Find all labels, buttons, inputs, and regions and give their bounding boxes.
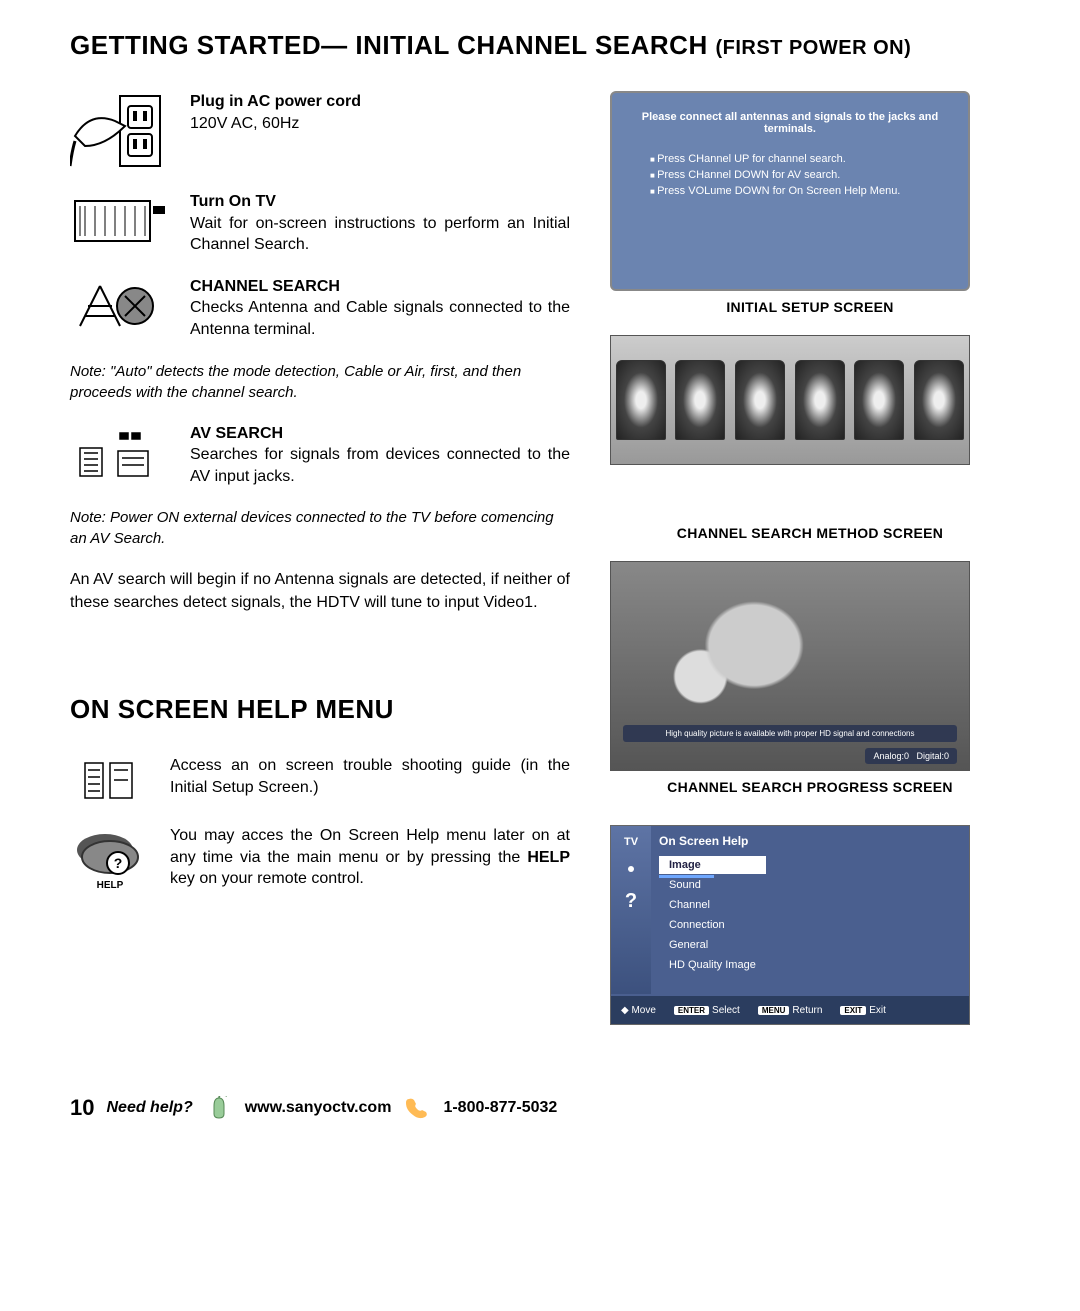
panel-osh: TV ? On Screen Help Image Sound Channel …	[610, 825, 1010, 1025]
footer-url: www.sanyoctv.com	[245, 1099, 392, 1117]
method-screen	[610, 335, 970, 465]
title-sub: (FIRST POWER ON)	[715, 37, 911, 59]
help2-bold: HELP	[527, 849, 570, 866]
footer-phone: 1-800-877-5032	[443, 1099, 557, 1117]
osh-side-q: ?	[625, 890, 637, 913]
osh-menu-sound: Sound	[659, 876, 766, 894]
initial-headline: Please connect all antennas and signals …	[630, 111, 950, 135]
method-caption: CHANNEL SEARCH METHOD SCREEN	[610, 525, 1010, 541]
av-icon	[70, 423, 170, 483]
section-help-title: ON SCREEN HELP MENU	[70, 694, 570, 725]
help2-text: You may acces the On Screen Help menu la…	[170, 825, 570, 895]
progress-counts: Analog:0 Digital:0	[865, 748, 957, 764]
svg-text:HELP: HELP	[97, 880, 124, 891]
phone-icon	[403, 1096, 431, 1120]
svg-text:?: ?	[114, 855, 123, 871]
channel-search-heading: CHANNEL SEARCH	[190, 276, 570, 298]
mouse-icon	[205, 1096, 233, 1120]
av-search-body: Searches for signals from devices connec…	[190, 444, 570, 487]
plug-body: 120V AC, 60Hz	[190, 113, 570, 135]
step-av-search: AV SEARCH Searches for signals from devi…	[70, 423, 570, 488]
need-help-label: Need help?	[106, 1099, 192, 1117]
note-auto: Note: "Auto" detects the mode detection,…	[70, 361, 570, 403]
antenna-icon	[70, 276, 170, 336]
osh-menu-channel: Channel	[659, 896, 766, 914]
initial-item-0: Press CHannel UP for channel search.	[650, 153, 950, 165]
page-title: GETTING STARTED— INITIAL CHANNEL SEARCH …	[70, 30, 1010, 61]
av-paragraph: An AV search will begin if no Antenna si…	[70, 569, 570, 614]
av-search-heading: AV SEARCH	[190, 423, 570, 445]
initial-item-2: Press VOLume DOWN for On Screen Help Men…	[650, 185, 950, 197]
progress-caption: CHANNEL SEARCH PROGRESS SCREEN	[610, 779, 1010, 795]
turn-on-heading: Turn On TV	[190, 191, 570, 213]
osh-menu-connection: Connection	[659, 916, 766, 934]
page-number: 10	[70, 1095, 94, 1121]
page-footer: 10 Need help? www.sanyoctv.com 1-800-877…	[70, 1095, 1010, 1121]
initial-setup-screen: Please connect all antennas and signals …	[610, 91, 970, 291]
plug-icon	[70, 91, 170, 171]
step-channel-search: CHANNEL SEARCH Checks Antenna and Cable …	[70, 276, 570, 341]
help-button-icon: ? HELP	[70, 825, 150, 895]
channel-search-body: Checks Antenna and Cable signals connect…	[190, 297, 570, 340]
osh-menu-hd: HD Quality Image	[659, 956, 766, 974]
help-step-2: ? HELP You may acces the On Screen Help …	[70, 825, 570, 895]
panel-method: CHANNEL SEARCH METHOD SCREEN	[610, 335, 1010, 541]
osh-footer: ◆ Move ENTERSelect MENUReturn EXITExit	[611, 996, 969, 1024]
panel-progress: High quality picture is available with p…	[610, 561, 1010, 795]
osh-screen: TV ? On Screen Help Image Sound Channel …	[610, 825, 970, 1025]
help1-text: Access an on screen trouble shooting gui…	[170, 755, 570, 805]
help-step-1: Access an on screen trouble shooting gui…	[70, 755, 570, 805]
osh-side-tv: TV	[624, 836, 638, 848]
note-power: Note: Power ON external devices connecte…	[70, 507, 570, 549]
help2-post: key on your remote control.	[170, 870, 364, 887]
guide-icon	[70, 755, 150, 805]
osh-menu-image: Image	[659, 856, 766, 874]
turn-on-body: Wait for on-screen instructions to perfo…	[190, 213, 570, 256]
initial-item-1: Press CHannel DOWN for AV search.	[650, 169, 950, 181]
step-plug: Plug in AC power cord 120V AC, 60Hz	[70, 91, 570, 171]
initial-caption: INITIAL SETUP SCREEN	[610, 299, 1010, 315]
title-main: GETTING STARTED— INITIAL CHANNEL SEARCH	[70, 30, 715, 60]
plug-heading: Plug in AC power cord	[190, 91, 570, 113]
panel-initial-setup: Please connect all antennas and signals …	[610, 91, 1010, 315]
osh-header: On Screen Help	[659, 834, 748, 848]
progress-banner: High quality picture is available with p…	[623, 725, 957, 742]
progress-screen: High quality picture is available with p…	[610, 561, 970, 771]
step-turn-on: Turn On TV Wait for on-screen instructio…	[70, 191, 570, 256]
osh-menu-general: General	[659, 936, 766, 954]
help2-pre: You may acces the On Screen Help menu la…	[170, 827, 570, 866]
tv-icon	[70, 191, 170, 251]
